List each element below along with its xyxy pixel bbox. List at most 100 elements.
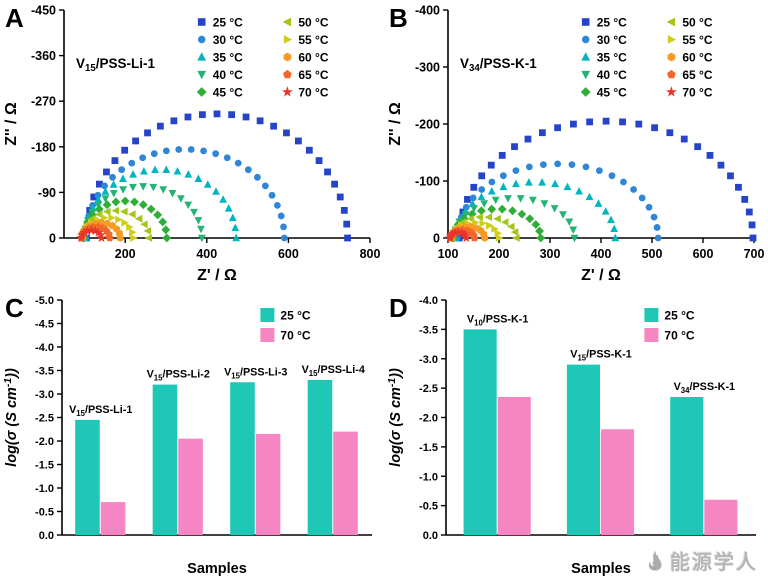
legend-label: 50 °C [682,16,712,30]
y-tick-label: -4.0 [419,295,438,307]
legend-swatch [260,308,275,322]
x-tick-label: 200 [489,247,510,261]
bar [704,499,738,535]
series-35°C [81,165,241,242]
y-tick-label: -0.5 [419,501,438,513]
bar [100,502,126,535]
y-tick-label: 0 [433,232,440,246]
bar [307,379,333,535]
series-70°C [76,225,107,243]
bar-group-label: V15/PSS-K-1 [570,349,632,363]
series-30°C [453,160,662,242]
panel-label: C [5,293,24,323]
panel-b-nyquist-v34-pss-k-1: 100 200 300 400 500 600 700 0 -100 -200 -300 -400 Z'… [384,0,768,288]
x-tick-label: 400 [591,247,612,261]
y-tick-label: 0.0 [39,530,54,542]
bar [497,396,531,535]
x-tick-label: 700 [744,247,765,261]
y-tick-label: -90 [38,186,56,200]
legend-label: 25 °C [280,309,310,323]
watermark: 能源学人 [644,546,758,575]
y-tick-label: -400 [415,4,440,18]
y-tick-label: -270 [31,95,56,109]
y-axis-title: Z'' / Ω [387,102,404,146]
x-axis-title: Z' / Ω [197,267,237,284]
y-axis-title: Z'' / Ω [3,102,20,146]
y-tick-label: -3.5 [419,324,438,336]
legend-label: 70 °C [682,86,712,100]
legend-swatch [260,328,275,342]
series-35°C [451,178,620,242]
legend-label: 55 °C [298,33,328,47]
legend-label: 35 °C [597,51,627,65]
panel-c-conductivity-bars-li: 0.0 -0.5 -1.0 -1.5 -2.0 -2.5 -3.0 -3.5 -4.0 -4.5 -… [0,288,384,581]
series-25°C [455,117,757,242]
legend: 25 °C 30 °C 35 °C 40 °C 45 °C 50 °C 55 °C 60 °C… [196,16,329,100]
y-tick-label: -5.0 [35,295,54,307]
y-tick-label: -3.0 [35,389,54,401]
legend-label: 25 °C [213,16,243,30]
bar [463,329,497,535]
x-tick-label: 600 [278,247,299,261]
bars-25°C [463,329,704,535]
bar [75,419,100,535]
bar-group-label: V15/PSS-Li-2 [147,369,210,383]
legend-label: 50 °C [298,16,328,30]
sample-annotation: V15/PSS-Li-1 [76,56,156,74]
x-axis-title: Samples [187,561,247,577]
legend-label: 45 °C [213,86,243,100]
panel-label: B [389,3,408,33]
y-tick-label: -2.0 [419,413,438,425]
bar-group-label: V15/PSS-Li-1 [69,404,132,418]
x-tick-label: 600 [693,247,714,261]
y-tick-label: -1.0 [35,483,54,495]
bar-group-label: V34/PSS-K-1 [674,381,736,395]
legend-label: 65 °C [298,68,328,82]
legend: 25 °C 70 °C [260,308,311,343]
y-tick-label: -2.5 [419,383,438,395]
y-tick-label: -2.0 [35,436,54,448]
bar-group-label: V15/PSS-Li-4 [302,364,365,378]
series-70°C [445,227,472,243]
legend-label: 70 °C [298,86,328,100]
y-tick-label: -180 [31,140,56,154]
x-tick-label: 800 [360,247,381,261]
legend-label: 55 °C [682,33,712,47]
legend-label: 65 °C [682,68,712,82]
legend-label: 40 °C [213,68,243,82]
legend-label: 30 °C [597,33,627,47]
chart-C: 0.0 -0.5 -1.0 -1.5 -2.0 -2.5 -3.0 -3.5 -4.0 -4.5 -… [3,293,372,577]
legend: 25 °C 70 °C [644,308,695,343]
bar [601,429,635,535]
y-tick-label: -360 [31,49,56,63]
y-tick-label: -200 [415,118,440,132]
x-tick-label: 300 [540,247,561,261]
bar [670,396,704,535]
bars-70°C [100,431,358,535]
legend-swatch [644,308,659,322]
legend-label: 25 °C [597,16,627,30]
bar [230,382,255,535]
y-tick-label: -1.5 [35,460,54,472]
x-tick-label: 200 [115,247,136,261]
x-axis-title: Z' / Ω [581,267,621,284]
chart-D: 0.0 -0.5 -1.0 -1.5 -2.0 -2.5 -3.0 -3.5 -4.0 V10/P… [387,293,756,577]
x-tick-label: 400 [196,247,217,261]
legend-label: 25 °C [664,309,694,323]
y-tick-label: -3.5 [35,366,54,378]
y-tick-label: -450 [31,4,56,18]
legend-label: 70 °C [280,329,310,343]
y-tick-label: 0 [49,232,56,246]
bar [333,431,358,535]
legend-label: 35 °C [213,51,243,65]
bar [178,438,203,535]
sample-annotation: V34/PSS-K-1 [460,56,537,74]
bar-group-label: V15/PSS-Li-3 [224,366,287,380]
y-axis-title: log(σ (S cm-1)) [3,368,20,467]
y-tick-label: -3.0 [419,354,438,366]
bar [566,364,600,535]
bar-group-label: V10/PSS-K-1 [467,313,528,327]
y-tick-label: -4.0 [35,342,54,354]
y-tick-label: 0.0 [423,530,438,542]
